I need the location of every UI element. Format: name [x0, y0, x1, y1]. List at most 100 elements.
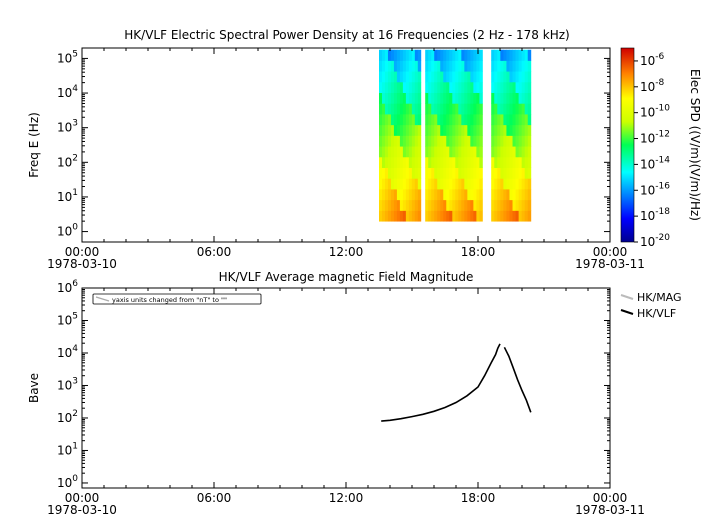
spectrogram-cell	[399, 210, 404, 222]
spectrogram-cell	[494, 49, 498, 61]
spectrogram-cell	[396, 60, 401, 72]
spectrogram-cell	[411, 146, 416, 158]
spectrogram-cell	[524, 146, 529, 158]
x-tick-label: 00:00	[65, 245, 100, 259]
spectrogram-cell	[503, 60, 507, 72]
spectrogram-cell	[437, 60, 441, 72]
spectrogram-cell	[509, 71, 513, 83]
spectrogram-cell	[512, 124, 516, 136]
x-tick-label: 18:00	[461, 491, 496, 505]
spectrogram-cell	[405, 199, 410, 211]
spectrogram-cell	[393, 103, 398, 115]
spectrogram-cell	[479, 71, 483, 83]
bave-y-axis: 100 101 102 103 104 105 106	[57, 279, 610, 490]
spectrogram-cell	[405, 135, 410, 147]
spectrogram-cell	[431, 103, 435, 115]
spectrogram-cell	[449, 114, 453, 126]
spectrogram-cell	[503, 124, 507, 136]
spectrogram-cell	[443, 49, 447, 61]
spectrogram-cell	[402, 167, 407, 179]
spectrogram-cell	[384, 210, 389, 222]
spectrogram-cell	[467, 189, 471, 201]
spectrogram-cell	[428, 135, 432, 147]
spectrogram-cell	[461, 210, 465, 222]
spectrogram-cell	[479, 114, 483, 126]
spectrogram-cell	[500, 199, 504, 211]
spectrogram-cell	[512, 81, 516, 94]
spectrogram-cell	[521, 189, 526, 201]
spectrogram-cell	[396, 103, 401, 115]
spectrogram-cell	[512, 60, 516, 72]
spectrogram-cell	[399, 60, 404, 72]
spectrogram-cell	[518, 178, 523, 190]
spectrogram-cell	[384, 103, 389, 115]
spectrogram-cell	[518, 60, 523, 72]
spectrogram-cell	[452, 199, 456, 211]
spectrogram-cell	[512, 71, 516, 83]
spectrogram-cell	[455, 49, 459, 61]
spectrogram-cell	[518, 92, 523, 104]
spectrogram-cell	[518, 71, 523, 83]
spectrogram-cell	[379, 135, 383, 147]
spectrogram-cell	[458, 81, 462, 94]
spectrogram-cell	[494, 167, 498, 179]
spectrogram-cell	[452, 49, 456, 61]
spectrogram-cell	[414, 156, 419, 168]
spectrogram-cell	[405, 146, 410, 158]
spectrogram-cell	[405, 156, 410, 168]
spectrogram-cell	[464, 60, 468, 72]
spectrogram-cell	[417, 135, 422, 147]
spectrogram-cell	[405, 60, 410, 72]
spectrogram-cell	[402, 146, 407, 158]
spectrogram-cell	[393, 146, 398, 158]
spectrogram-cell	[452, 114, 456, 126]
spectrogram-cell	[524, 60, 529, 72]
spectrogram-cell	[524, 92, 529, 104]
spectrogram-cell	[509, 60, 513, 72]
bave-panel: HK/VLF Average magnetic Field Magnitude …	[27, 270, 682, 517]
spectrogram-cell	[503, 114, 507, 126]
spectrogram-cell	[437, 178, 441, 190]
spectrogram-cell	[455, 199, 459, 211]
spectrogram-cell	[491, 71, 495, 83]
spectrogram-cell	[437, 103, 441, 115]
spectrogram-cell	[390, 103, 395, 115]
spectrogram-cell	[384, 114, 389, 126]
spectrogram-cell	[417, 189, 422, 201]
spectrogram-cell	[428, 60, 432, 72]
spectrogram-cell	[393, 167, 398, 179]
spectrogram-cell	[408, 156, 413, 168]
spectrogram-cell	[408, 60, 413, 72]
spectrogram-cell	[425, 49, 429, 61]
spectrogram-cell	[503, 156, 507, 168]
spectrogram-cell	[527, 49, 532, 61]
spectrogram-cell	[387, 135, 392, 147]
spectrogram-cell	[414, 146, 419, 158]
spectrogram-cell	[515, 60, 520, 72]
colorbar-tick-label: 10-12	[640, 130, 670, 146]
spectrogram-cell	[387, 71, 392, 83]
colorbar-tick-label: 10-14	[640, 155, 670, 171]
spectrogram-cell	[464, 71, 468, 83]
spectrogram-cell	[387, 178, 392, 190]
spectrogram-cell	[500, 156, 504, 168]
spectrogram-cell	[476, 81, 480, 94]
spectrogram-cell	[379, 114, 383, 126]
spectrogram-cell	[443, 114, 447, 126]
spectrogram-cell	[428, 92, 432, 104]
spectrogram-cell	[381, 103, 386, 115]
colorbar-axis: 10-6 10-8 10-10 10-12 10-14 10-16 10-18 10-20	[634, 52, 670, 249]
spectrogram-cell	[449, 103, 453, 115]
spectrogram-cell	[500, 103, 504, 115]
spectrogram-cell	[452, 210, 456, 222]
spectrogram-cell	[440, 103, 444, 115]
spectrogram-cell	[500, 146, 504, 158]
spectrogram-cell	[479, 189, 483, 201]
spectrogram-cell	[452, 103, 456, 115]
spectrogram-cell	[515, 103, 520, 115]
spectrogram-cell	[393, 49, 398, 61]
spectrogram-cell	[494, 156, 498, 168]
spectrogram-cell	[390, 167, 395, 179]
spectrogram-cell	[515, 135, 520, 147]
spectrogram-cell	[461, 146, 465, 158]
